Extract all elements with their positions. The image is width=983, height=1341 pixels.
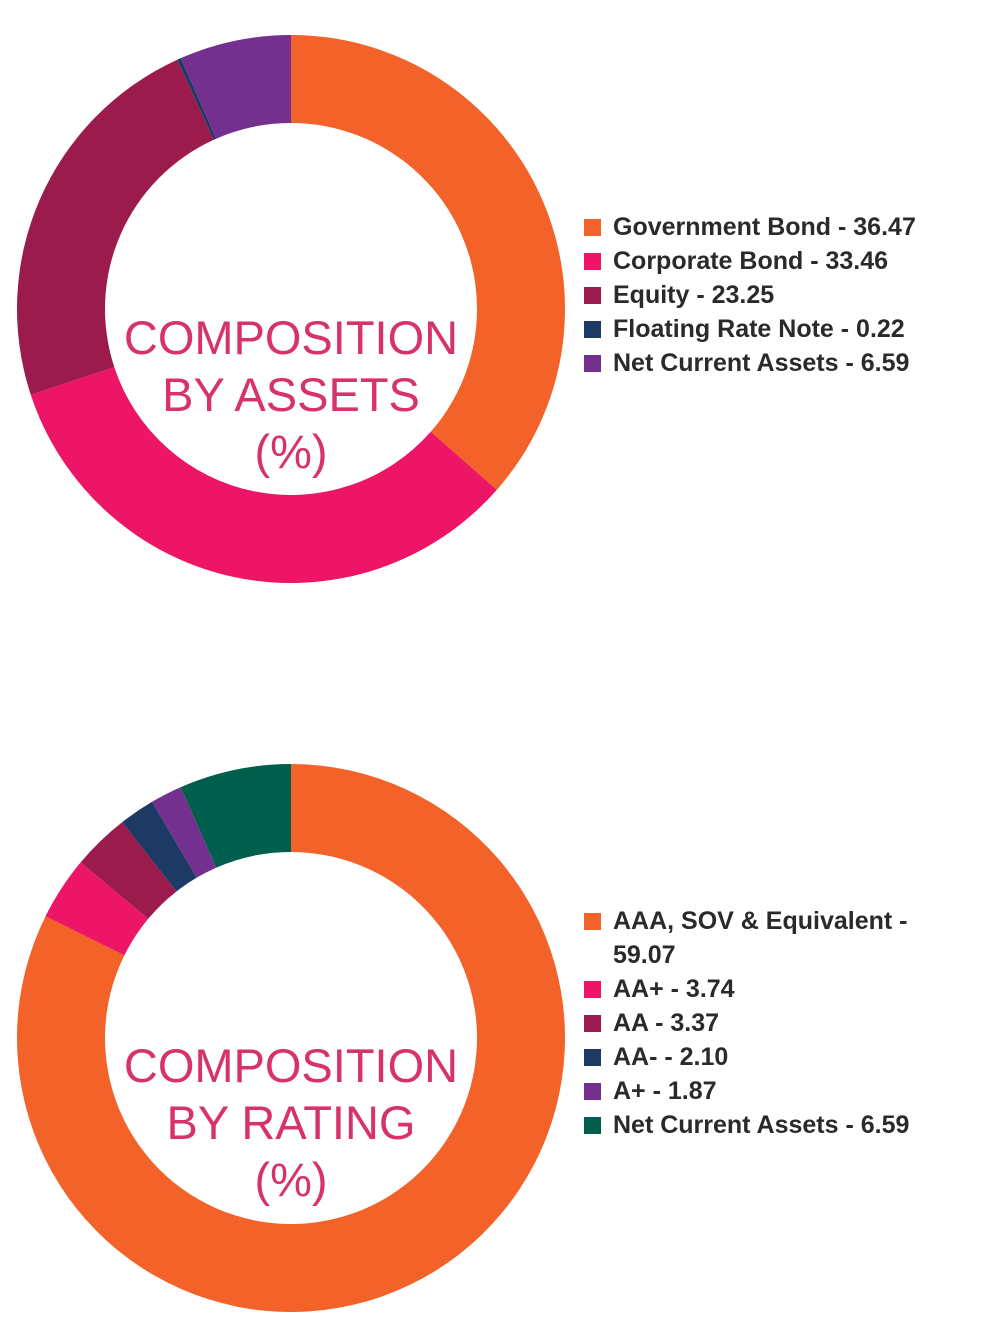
assets-legend-item-1: Government Bond - 36.47 <box>584 210 979 244</box>
rating-slice-1 <box>16 764 566 1312</box>
rating-legend-label-1-line-2: 59.07 <box>613 941 676 969</box>
assets-slice-1 <box>291 35 565 490</box>
assets-legend-label-1: Government Bond - 36.47 <box>613 213 916 241</box>
rating-slice-2 <box>45 862 149 956</box>
assets-legend-item-4: Floating Rate Note - 0.22 <box>584 312 979 346</box>
assets-legend-swatch-4 <box>584 321 601 338</box>
rating-legend-swatch-6 <box>584 1117 601 1134</box>
assets-slice-4 <box>177 58 217 140</box>
rating-slice-4 <box>122 801 197 892</box>
rating-legend-item-6: Net Current Assets - 6.59 <box>584 1108 979 1142</box>
rating-legend-item-2: AA+ - 3.74 <box>584 972 979 1006</box>
assets-legend-swatch-5 <box>584 355 601 372</box>
rating-legend-item-5: A+ - 1.87 <box>584 1074 979 1108</box>
assets-title-line-3: (%) <box>254 425 328 478</box>
rating-legend-label-1-line-1: AAA, SOV & Equivalent - <box>613 907 908 935</box>
assets-title-line-1: COMPOSITION <box>123 311 459 364</box>
assets-legend-label-4: Floating Rate Note - 0.22 <box>613 315 905 343</box>
assets-legend-item-5: Net Current Assets - 6.59 <box>584 346 979 380</box>
assets-slice-2 <box>30 367 497 583</box>
rating-legend-label-6: Net Current Assets - 6.59 <box>613 1111 910 1139</box>
assets-legend-item-3: Equity - 23.25 <box>584 278 979 312</box>
rating-legend-swatch-4 <box>584 1049 601 1066</box>
assets-chart-title: COMPOSITION BY ASSETS (%) <box>101 309 481 480</box>
assets-legend-label-3: Equity - 23.25 <box>613 281 775 309</box>
rating-chart-panel: COMPOSITION BY RATING (%) AAA, SOV & Equ… <box>0 740 983 1341</box>
rating-legend-swatch-1 <box>584 913 601 930</box>
assets-legend-item-2: Corporate Bond - 33.46 <box>584 244 979 278</box>
rating-legend-swatch-2 <box>584 981 601 998</box>
assets-title-line-2: BY ASSETS <box>162 368 420 421</box>
rating-slice-3 <box>80 822 177 919</box>
rating-slice-5 <box>152 787 217 878</box>
rating-legend-label-2: AA+ - 3.74 <box>613 975 735 1003</box>
rating-title-line-2: BY RATING <box>166 1096 416 1149</box>
rating-donut-chart <box>16 764 566 1312</box>
rating-legend-label-4: AA- - 2.10 <box>613 1043 729 1071</box>
rating-legend-swatch-5 <box>584 1083 601 1100</box>
rating-legend-swatch-3 <box>584 1015 601 1032</box>
assets-legend-swatch-2 <box>584 253 601 270</box>
rating-title-line-1: COMPOSITION <box>123 1039 459 1092</box>
rating-legend-label-3: AA - 3.37 <box>613 1009 720 1037</box>
assets-legend-swatch-1 <box>584 219 601 236</box>
rating-legend-item-1: AAA, SOV & Equivalent - 59.07 <box>584 904 979 972</box>
rating-legend-item-4: AA- - 2.10 <box>584 1040 979 1074</box>
rating-title-line-3: (%) <box>254 1153 328 1206</box>
rating-legend-item-3: AA - 3.37 <box>584 1006 979 1040</box>
rating-slice-6 <box>180 764 291 868</box>
assets-slice-5 <box>180 35 291 139</box>
assets-donut-chart <box>16 35 565 583</box>
assets-legend-label-2: Corporate Bond - 33.46 <box>613 247 889 275</box>
assets-legend-label-5: Net Current Assets - 6.59 <box>613 349 910 377</box>
assets-legend-swatch-3 <box>584 287 601 304</box>
rating-legend-label-5: A+ - 1.87 <box>613 1077 717 1105</box>
assets-chart-panel: COMPOSITION BY ASSETS (%) Government Bon… <box>0 0 983 620</box>
assets-slice-3 <box>16 59 214 395</box>
assets-legend: Government Bond - 36.47 Corporate Bond - … <box>584 210 979 380</box>
rating-chart-title: COMPOSITION BY RATING (%) <box>101 1037 481 1208</box>
rating-legend: AAA, SOV & Equivalent - 59.07 AA+ - 3.74 AA… <box>584 904 979 1142</box>
